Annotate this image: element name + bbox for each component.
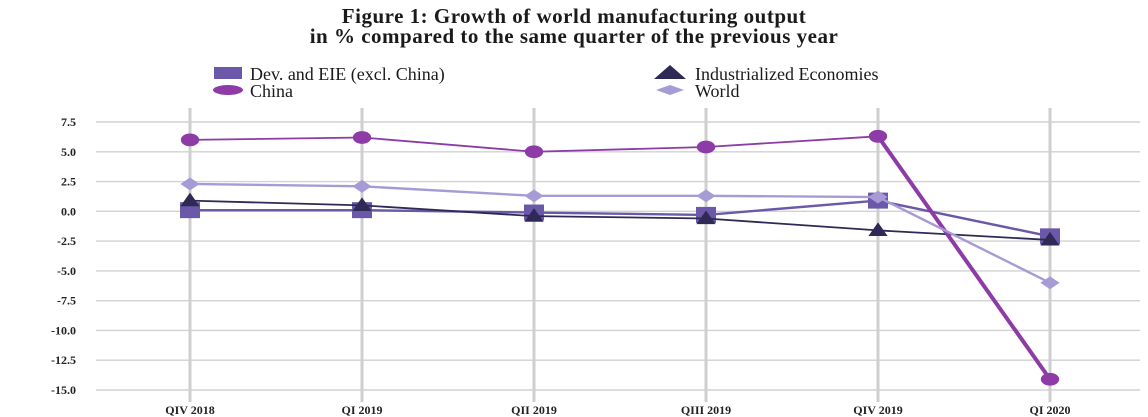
data-point — [524, 208, 544, 222]
data-point — [868, 222, 888, 236]
y-tick-label: -5.0 — [57, 264, 76, 278]
series-segment — [876, 135, 1052, 381]
legend-square-icon — [214, 67, 242, 79]
series-segment — [533, 146, 707, 153]
data-point — [352, 131, 372, 144]
x-tick-label: QIII 2019 — [681, 403, 731, 417]
legend-triangle-icon — [654, 65, 686, 79]
y-tick-label: -10.0 — [51, 323, 76, 337]
data-point — [696, 210, 716, 225]
legend-label: China — [250, 81, 293, 101]
series-diamond — [180, 177, 1060, 290]
legend-label: Dev. and EIE (excl. China) — [250, 64, 445, 85]
legend-item: Industrialized Economies — [654, 64, 878, 84]
chart-title-line-1: Figure 1: Growth of world manufacturing … — [341, 4, 807, 28]
series-segment — [877, 195, 1051, 284]
x-axis: QIV 2018 QI 2019 QII 2019 QIII 2019 QIV 2019… — [165, 403, 1070, 417]
grid-lines — [96, 108, 1140, 402]
x-tick-label: QIV 2019 — [853, 403, 902, 417]
data-point — [352, 179, 372, 193]
legend-label: World — [695, 81, 740, 101]
data-point — [524, 189, 544, 203]
series-segment — [189, 136, 363, 141]
series-segment — [361, 204, 535, 217]
y-tick-label: -15.0 — [51, 383, 76, 397]
series-circle — [180, 129, 1060, 386]
series-segment — [189, 182, 363, 188]
chart-title-line-2: in % compared to the same quarter of the… — [309, 24, 839, 48]
series-segment — [877, 229, 1051, 241]
series-segment — [361, 185, 535, 198]
y-tick-label: -7.5 — [57, 294, 76, 308]
data-point — [1040, 372, 1060, 386]
x-tick-label: QII 2019 — [511, 403, 557, 417]
y-axis: 7.5 5.0 2.5 0.0 -2.5 -5.0 -7.5 -10.0 -12.5 -15.0 — [51, 115, 76, 397]
data-point — [696, 189, 716, 203]
data-point — [868, 129, 888, 143]
legend-label: Industrialized Economies — [695, 64, 878, 84]
x-tick-label: QI 2020 — [1029, 403, 1070, 417]
legend-diamond-icon — [656, 85, 684, 95]
data-point — [180, 192, 200, 207]
legend: Dev. and EIE (excl. China) Industrialized… — [213, 64, 878, 101]
legend-circle-icon — [213, 85, 243, 95]
data-point — [180, 177, 200, 191]
data-point — [180, 133, 200, 147]
data-point — [1040, 231, 1060, 246]
data-point — [696, 140, 716, 154]
data-point — [524, 145, 544, 159]
legend-item: Dev. and EIE (excl. China) — [214, 64, 445, 85]
series-segment — [533, 215, 707, 220]
y-tick-label: -12.5 — [51, 353, 76, 367]
y-tick-label: 2.5 — [61, 175, 76, 189]
series-segment — [877, 199, 1051, 238]
series-segment — [533, 211, 707, 217]
series-segment — [361, 136, 535, 153]
y-tick-label: -2.5 — [57, 234, 76, 248]
series-segment — [705, 217, 879, 232]
series-segment — [705, 199, 879, 217]
x-tick-label: QIV 2018 — [165, 403, 214, 417]
data-point — [1040, 276, 1060, 290]
data-point — [352, 197, 372, 211]
y-tick-label: 7.5 — [61, 115, 76, 129]
series-group — [180, 129, 1060, 386]
series-triangle — [180, 192, 1060, 246]
y-tick-label: 0.0 — [61, 204, 76, 218]
series-segment — [705, 135, 879, 148]
chart-title: Figure 1: Growth of world manufacturing … — [0, 4, 1148, 48]
legend-item: China — [213, 81, 293, 101]
series-segment — [189, 199, 363, 207]
series-segment — [705, 194, 879, 199]
y-tick-label: 5.0 — [61, 145, 76, 159]
legend-item: World — [656, 81, 740, 101]
x-tick-label: QI 2019 — [341, 403, 382, 417]
data-point — [868, 190, 888, 204]
series-square — [180, 192, 1060, 245]
